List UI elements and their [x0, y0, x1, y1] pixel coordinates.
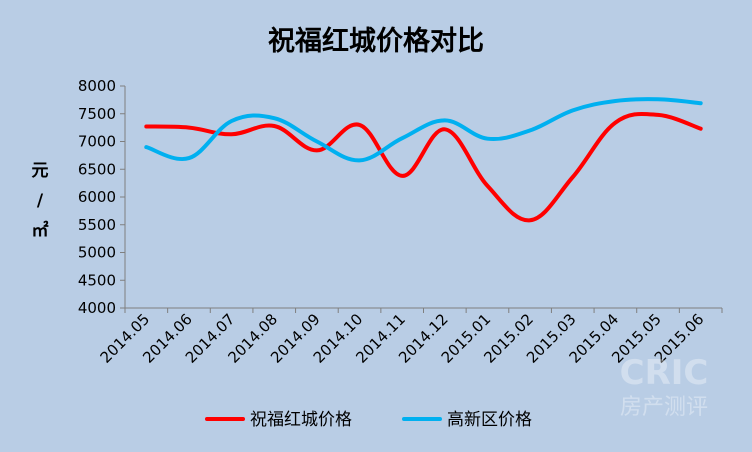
- y-axis-label: 元 / ㎡: [32, 161, 49, 241]
- chart-title: 祝福红城价格对比: [268, 25, 484, 57]
- y-tick-label: 4500: [78, 271, 116, 289]
- axes: [120, 85, 723, 313]
- y-tick-label: 5500: [78, 216, 116, 234]
- y-axis-label-char: ㎡: [32, 220, 49, 241]
- series-line-1: [144, 111, 703, 223]
- legend-label-1: 祝福红城价格: [250, 410, 352, 430]
- y-tick-label: 7500: [78, 105, 116, 123]
- legend-label-2: 高新区价格: [447, 410, 532, 430]
- y-tick-label: 6500: [78, 160, 116, 178]
- legend: 祝福红城价格 高新区价格: [205, 410, 532, 430]
- watermark: CRIC 房产测评: [620, 353, 709, 420]
- series-line-2: [144, 97, 703, 163]
- y-tick-label: 4000: [78, 299, 116, 317]
- y-axis-label-char: /: [37, 191, 44, 211]
- y-tick-labels: 4000 4500 5000 5500 6000 6500 7000 7500 8000: [78, 77, 116, 317]
- y-tick-label: 6000: [78, 188, 116, 206]
- y-axis-label-char: 元: [32, 161, 49, 181]
- y-tick-label: 8000: [78, 77, 116, 95]
- watermark-sub: 房产测评: [620, 395, 708, 420]
- series-lines: [144, 97, 703, 223]
- y-tick-label: 5000: [78, 244, 116, 262]
- y-tick-label: 7000: [78, 133, 116, 151]
- watermark-main: CRIC: [620, 353, 709, 393]
